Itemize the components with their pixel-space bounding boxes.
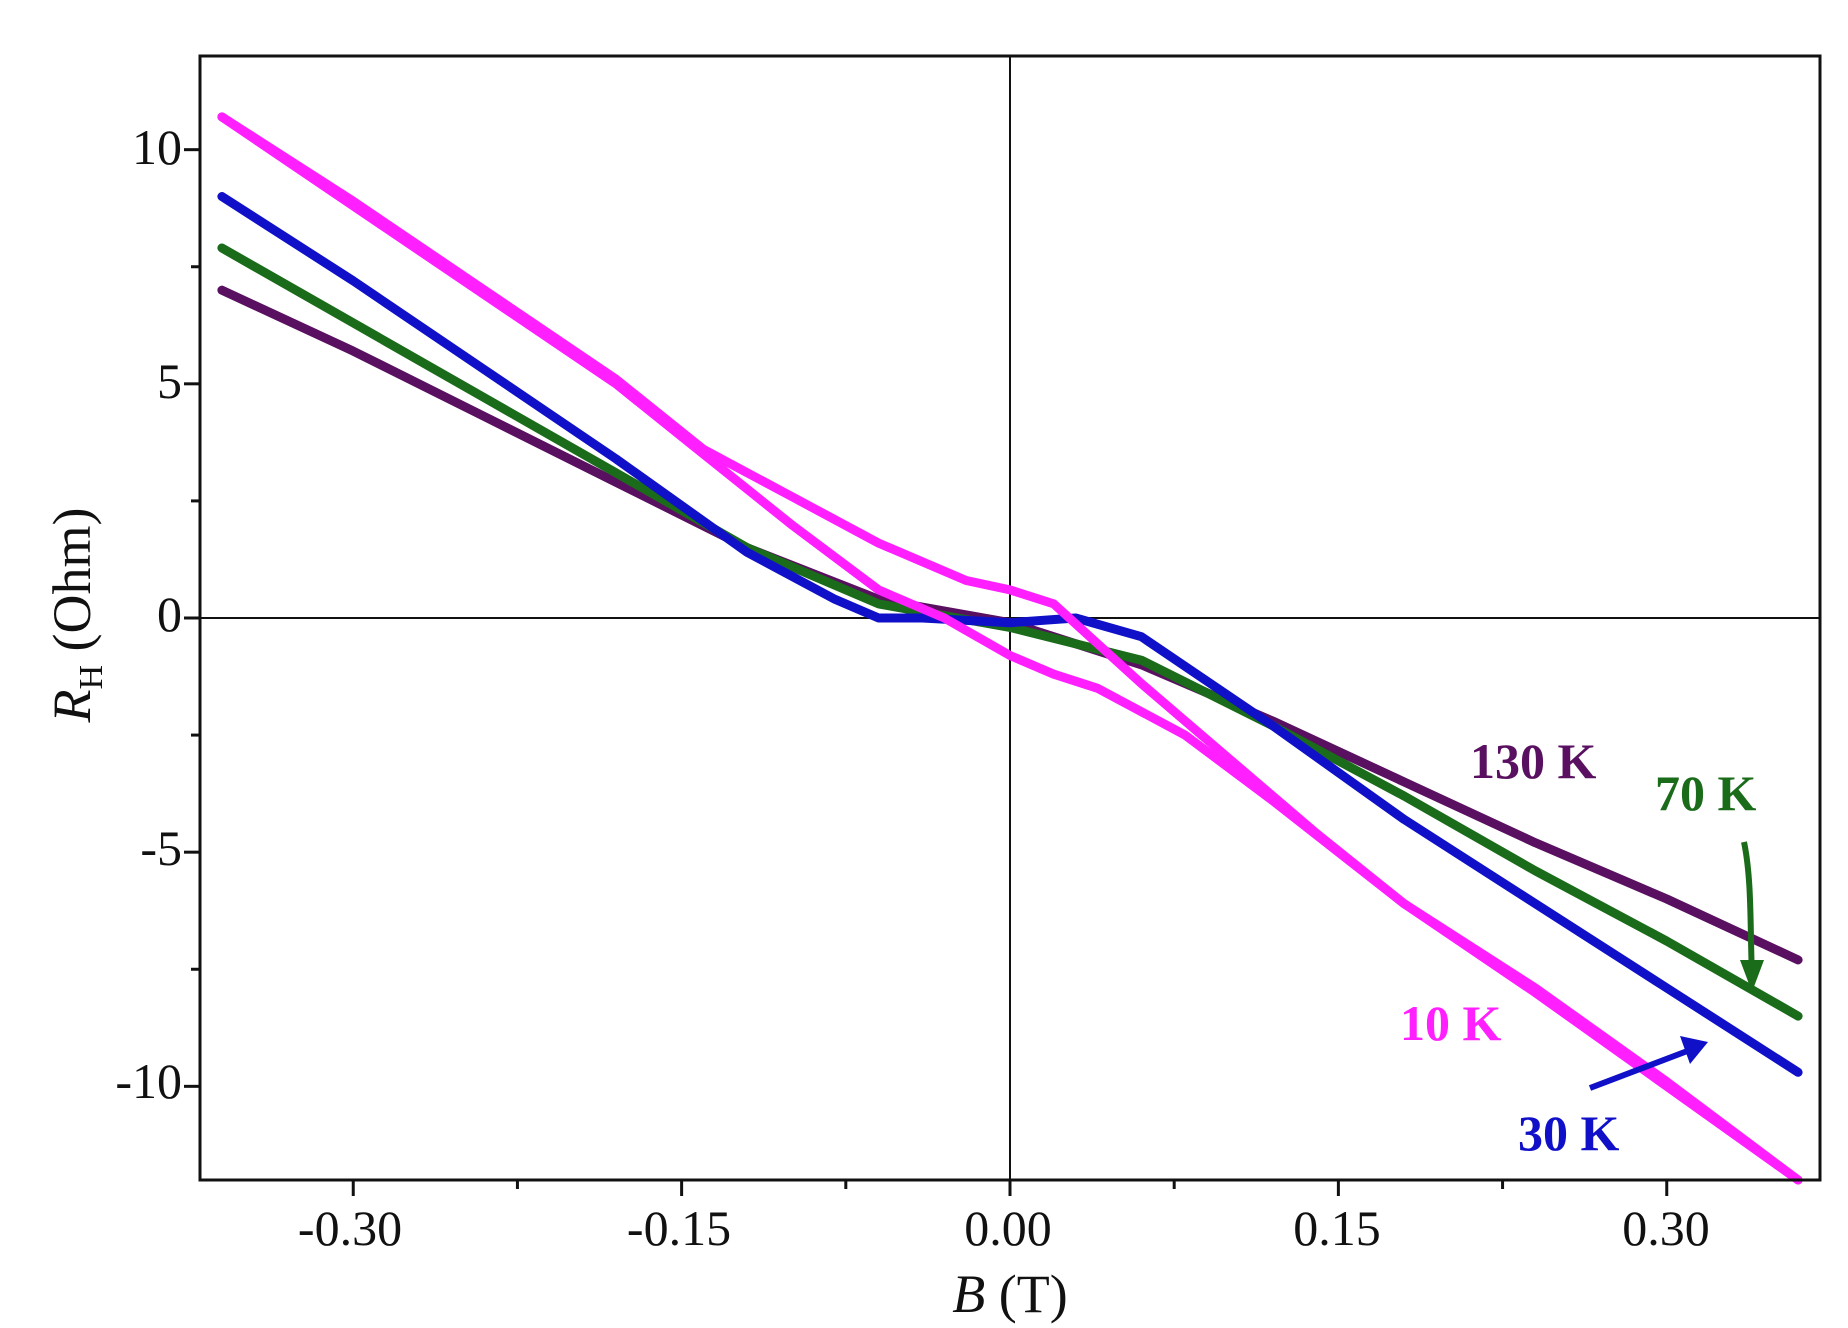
y-axis-subscript: H [73, 665, 110, 690]
x-axis-unit: (T) [985, 1264, 1067, 1324]
y-axis-variable: R [42, 690, 102, 724]
arrow-30k [1588, 1036, 1708, 1091]
label-30k: 30 K [1518, 1105, 1620, 1161]
y-tick-label: 5 [157, 353, 182, 409]
series-layer [217, 112, 1803, 1185]
y-tick-label: -5 [140, 820, 182, 876]
label-10k: 10 K [1400, 995, 1502, 1051]
y-tick-label: 0 [157, 586, 182, 642]
y-tick-label: 10 [132, 119, 182, 175]
arrow-70k [1740, 841, 1764, 992]
x-tick-label: -0.30 [298, 1200, 402, 1256]
series-line-30k-2 [217, 192, 1803, 1077]
x-tick-label: 0.15 [1293, 1200, 1381, 1256]
arrow-30k-shaft [1588, 1047, 1692, 1091]
series-line-70k-1 [217, 243, 1803, 1021]
x-axis-variable: B [952, 1264, 985, 1324]
y-axis-unit: (Ohm) [42, 507, 102, 664]
y-tick-label: -10 [115, 1053, 182, 1109]
x-tick-label: 0.00 [964, 1200, 1052, 1256]
ticks-layer [184, 148, 1669, 1196]
label-130k: 130 K [1470, 733, 1597, 789]
x-tick-label: 0.30 [1622, 1200, 1710, 1256]
arrow-30k-head [1680, 1036, 1708, 1064]
series-line-10k-4 [217, 112, 1803, 1185]
x-axis-title: B (T) [952, 1264, 1067, 1324]
x-tick-label: -0.15 [627, 1200, 731, 1256]
y-axis-title: RH (Ohm) [42, 507, 110, 723]
label-70k: 70 K [1655, 765, 1757, 821]
arrow-70k-head [1740, 960, 1764, 992]
